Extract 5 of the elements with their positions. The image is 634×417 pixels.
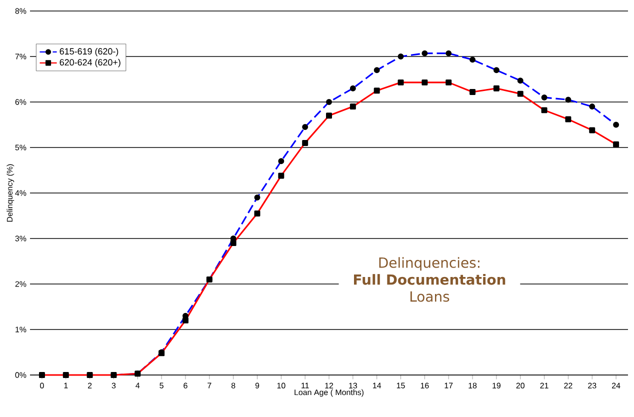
annotation: Delinquencies: (379, 257, 480, 271)
legend-label: 620-624 (620+) (60, 58, 120, 68)
legend-label: 615-619 (620-) (60, 48, 118, 56)
annotation: Full Documentation (354, 274, 506, 285)
annotation: Loans (410, 291, 450, 302)
